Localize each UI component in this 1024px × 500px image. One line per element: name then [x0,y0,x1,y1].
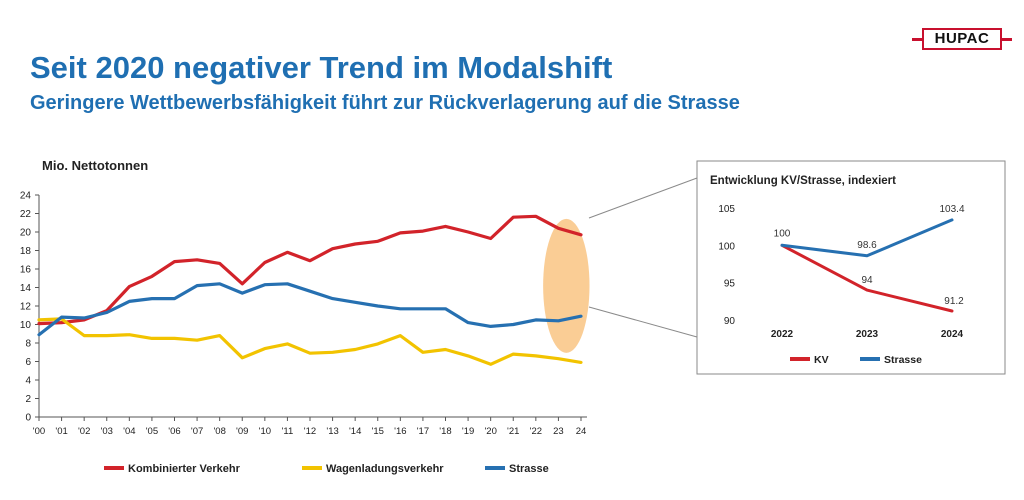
series-line-0 [37,214,583,326]
y-tick-label: 20 [20,228,32,239]
logo-text: HUPAC [934,30,990,47]
legend-label: Strasse [509,463,549,475]
x-tick-label: '00 [33,426,45,437]
inset-series-line-1 [780,218,954,258]
y-tick-label: 0 [25,413,31,424]
x-tick-label: '18 [439,426,451,437]
connector-line-top [588,177,698,219]
y-tick-label: 8 [25,339,31,350]
inset-y-tick-label: 90 [724,316,736,327]
inset-data-label: 91.2 [944,296,964,307]
x-tick-label: '02 [78,426,90,437]
y-tick-label: 16 [20,265,32,276]
inset-x-tick-label: 2024 [941,329,964,340]
x-tick-label: '05 [146,426,158,437]
y-tick-label: 22 [20,209,32,220]
series-line-1 [37,317,583,366]
y-tick-label: 6 [25,357,31,368]
highlight-ellipse [543,218,590,353]
y-tick-label: 4 [25,376,31,387]
x-tick-label: '08 [213,426,225,437]
inset-series-line-0 [780,243,954,313]
x-tick-label: '20 [484,426,496,437]
inset-y-tick-label: 100 [718,241,735,252]
x-tick-label: '14 [349,426,361,437]
hupac-logo: HUPAC [912,28,1012,50]
connector-line-bottom [588,306,698,338]
x-tick-label: '09 [236,426,248,437]
legend-label: Wagenladungsverkehr [326,463,444,475]
page-title: Seit 2020 negativer Trend im Modalshift [30,50,613,85]
x-tick-label: '21 [507,426,519,437]
x-tick-label: 23 [553,426,564,437]
x-tick-label: '19 [462,426,474,437]
x-tick-label: '03 [101,426,113,437]
y-axis-label: Mio. Nettotonnen [42,158,148,173]
x-tick-label: '10 [259,426,271,437]
x-tick-label: '07 [191,426,203,437]
logo-box [922,28,1002,50]
y-tick-label: 12 [20,302,32,313]
x-tick-label: '04 [123,426,135,437]
inset-y-tick-label: 105 [718,204,735,215]
inset-frame [696,160,1006,375]
x-tick-label: '01 [55,426,67,437]
x-tick-label: '22 [530,426,542,437]
inset-title: Entwicklung KV/Strasse, indexiert [710,175,896,187]
y-tick-label: 10 [20,320,32,331]
x-tick-label: '15 [372,426,384,437]
inset-data-label: 94 [861,275,873,286]
x-tick-label: '17 [417,426,429,437]
x-tick-label: '06 [168,426,180,437]
y-tick-label: 2 [25,394,31,405]
page-subtitle: Geringere Wettbewerbsfähigkeit führt zur… [30,92,740,114]
y-tick-label: 14 [20,283,32,294]
inset-data-label: 98.6 [857,240,877,251]
x-tick-label: '11 [282,426,294,437]
inset-data-label: 103.4 [939,204,964,215]
inset-x-tick-label: 2023 [856,329,879,340]
x-tick-label: '12 [304,426,316,437]
inset-x-tick-label: 2022 [771,329,794,340]
y-tick-label: 24 [20,191,32,202]
legend-label: Kombinierter Verkehr [128,463,241,475]
inset-legend-label: Strasse [884,354,922,366]
inset-data-label: 100 [774,228,791,239]
x-tick-label: 24 [576,426,587,437]
y-tick-label: 18 [20,246,32,257]
inset-y-tick-label: 95 [724,279,736,290]
x-tick-label: '13 [326,426,338,437]
series-line-2 [37,282,583,337]
inset-legend-label: KV [814,354,829,366]
x-tick-label: '16 [394,426,406,437]
